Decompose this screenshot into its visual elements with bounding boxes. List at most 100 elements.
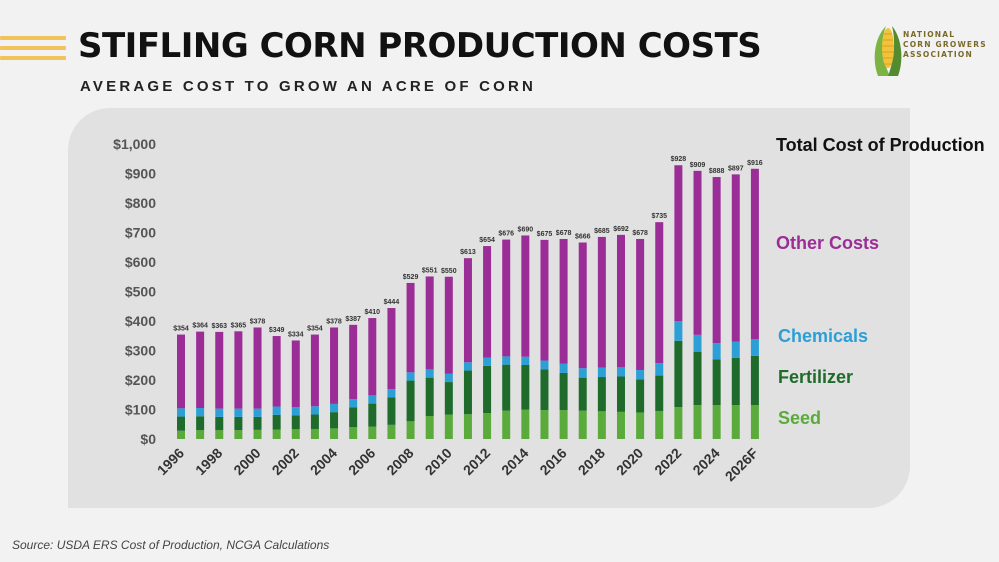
- bar-segment-other-costs: [731, 174, 740, 342]
- bar-segment-fertilizer: [559, 372, 568, 411]
- x-tick-label: 2010: [422, 445, 455, 478]
- bar-segment-fertilizer: [272, 414, 281, 430]
- bar-segment-chemicals: [215, 408, 224, 417]
- bar-total-label: $364: [192, 323, 208, 330]
- bar-segment-seed: [196, 430, 205, 439]
- bar-segment-fertilizer: [425, 377, 434, 416]
- legend-other-costs: Other Costs: [776, 233, 880, 253]
- bar-segment-chemicals: [463, 362, 472, 371]
- bar-segment-seed: [636, 412, 645, 439]
- bar-segment-other-costs: [444, 276, 453, 374]
- bar-segment-chemicals: [349, 399, 358, 408]
- bar-segment-fertilizer: [578, 377, 587, 411]
- bar-segment-chemicals: [693, 334, 702, 352]
- source-note: Source: USDA ERS Cost of Production, NCG…: [12, 538, 330, 552]
- corn-icon: [874, 26, 902, 76]
- bar-total-label: $551: [422, 267, 438, 274]
- bar-segment-chemicals: [330, 403, 339, 413]
- bar-segment-seed: [521, 409, 530, 439]
- bar-total-label: $685: [594, 228, 610, 235]
- bar-segment-seed: [712, 405, 721, 439]
- bar-segment-other-costs: [177, 334, 185, 409]
- logo-line: CORN GROWERS: [903, 40, 987, 49]
- bar-segment-chemicals: [502, 356, 511, 365]
- bar-segment-fertilizer: [597, 377, 606, 412]
- bar-segment-other-costs: [272, 336, 281, 407]
- bar-segment-other-costs: [712, 177, 721, 344]
- bar-segment-seed: [349, 427, 358, 439]
- bar-segment-other-costs: [674, 165, 683, 321]
- bar-segment-other-costs: [253, 327, 262, 409]
- bar-segment-other-costs: [483, 246, 492, 358]
- bar-segment-fertilizer: [330, 412, 339, 429]
- bar-segment-seed: [444, 414, 453, 439]
- bar-segment-fertilizer: [291, 415, 300, 430]
- bar-segment-seed: [253, 429, 262, 439]
- y-tick-label: $500: [125, 284, 156, 300]
- bar-segment-fertilizer: [215, 416, 224, 431]
- bar-segment-seed: [693, 405, 702, 439]
- bar-segment-chemicals: [521, 356, 530, 365]
- bar-segment-other-costs: [330, 327, 339, 404]
- bar-segment-seed: [540, 410, 549, 439]
- bar-total-label: $735: [651, 213, 667, 220]
- bar-segment-other-costs: [597, 236, 606, 368]
- bar-segment-fertilizer: [731, 357, 740, 406]
- bar-total-label: $363: [211, 323, 227, 330]
- bar-segment-chemicals: [425, 369, 434, 378]
- bar-segment-seed: [425, 415, 434, 439]
- bar-segment-seed: [272, 429, 281, 439]
- bar-segment-seed: [731, 405, 740, 439]
- bar-total-label: $690: [518, 226, 534, 233]
- bar-segment-fertilizer: [406, 380, 415, 422]
- bar-total-label: $354: [173, 326, 189, 333]
- bar-segment-chemicals: [731, 341, 740, 358]
- y-tick-label: $600: [125, 254, 156, 270]
- bar-segment-chemicals: [712, 343, 721, 360]
- bar-segment-chemicals: [177, 408, 185, 417]
- bar-segment-chemicals: [578, 368, 587, 378]
- bar-segment-other-costs: [521, 235, 530, 357]
- bar-segment-chemicals: [196, 408, 205, 417]
- bar-total-label: $334: [288, 331, 304, 338]
- bar-total-label: $410: [365, 309, 381, 316]
- bar-segment-chemicals: [368, 395, 377, 404]
- bar-segment-fertilizer: [349, 407, 358, 428]
- x-tick-label: 2024: [689, 445, 722, 478]
- bar-segment-seed: [483, 413, 492, 439]
- bar-segment-other-costs: [234, 331, 243, 409]
- bar-total-label: $613: [460, 249, 476, 256]
- bar-total-label: $909: [690, 162, 706, 169]
- bar-segment-seed: [502, 410, 511, 439]
- bar-segment-fertilizer: [483, 365, 492, 414]
- bar-segment-chemicals: [291, 407, 300, 416]
- bar-segment-fertilizer: [521, 364, 530, 410]
- bar-segment-fertilizer: [636, 379, 645, 413]
- y-tick-label: $1,000: [113, 136, 156, 152]
- bar-segment-seed: [234, 430, 243, 439]
- y-tick-label: $0: [140, 431, 156, 447]
- bar-segment-chemicals: [234, 408, 243, 417]
- bar-segment-chemicals: [387, 389, 396, 398]
- bar-segment-seed: [215, 430, 224, 439]
- bar-segment-fertilizer: [540, 369, 549, 411]
- bar-segment-chemicals: [406, 372, 415, 381]
- x-tick-label: 2022: [651, 445, 684, 478]
- chart-title: STIFLING CORN PRODUCTION COSTS: [78, 26, 762, 66]
- bar-segment-fertilizer: [444, 382, 453, 415]
- bar-segment-other-costs: [559, 238, 568, 364]
- bar-segment-chemicals: [540, 360, 549, 370]
- bar-segment-chemicals: [597, 367, 606, 378]
- bar-segment-other-costs: [387, 308, 396, 390]
- bar-total-label: $916: [747, 160, 763, 167]
- bar-segment-fertilizer: [463, 370, 472, 415]
- legend-total-cost: Total Cost of Production: [776, 135, 985, 155]
- bar-segment-fertilizer: [712, 359, 721, 406]
- y-tick-label: $200: [125, 372, 156, 388]
- bar-total-label: $654: [479, 237, 495, 244]
- bar-total-label: $529: [403, 274, 419, 281]
- bar-segment-fertilizer: [750, 355, 759, 406]
- y-tick-label: $400: [125, 313, 156, 329]
- x-tick-label: 1998: [192, 445, 225, 478]
